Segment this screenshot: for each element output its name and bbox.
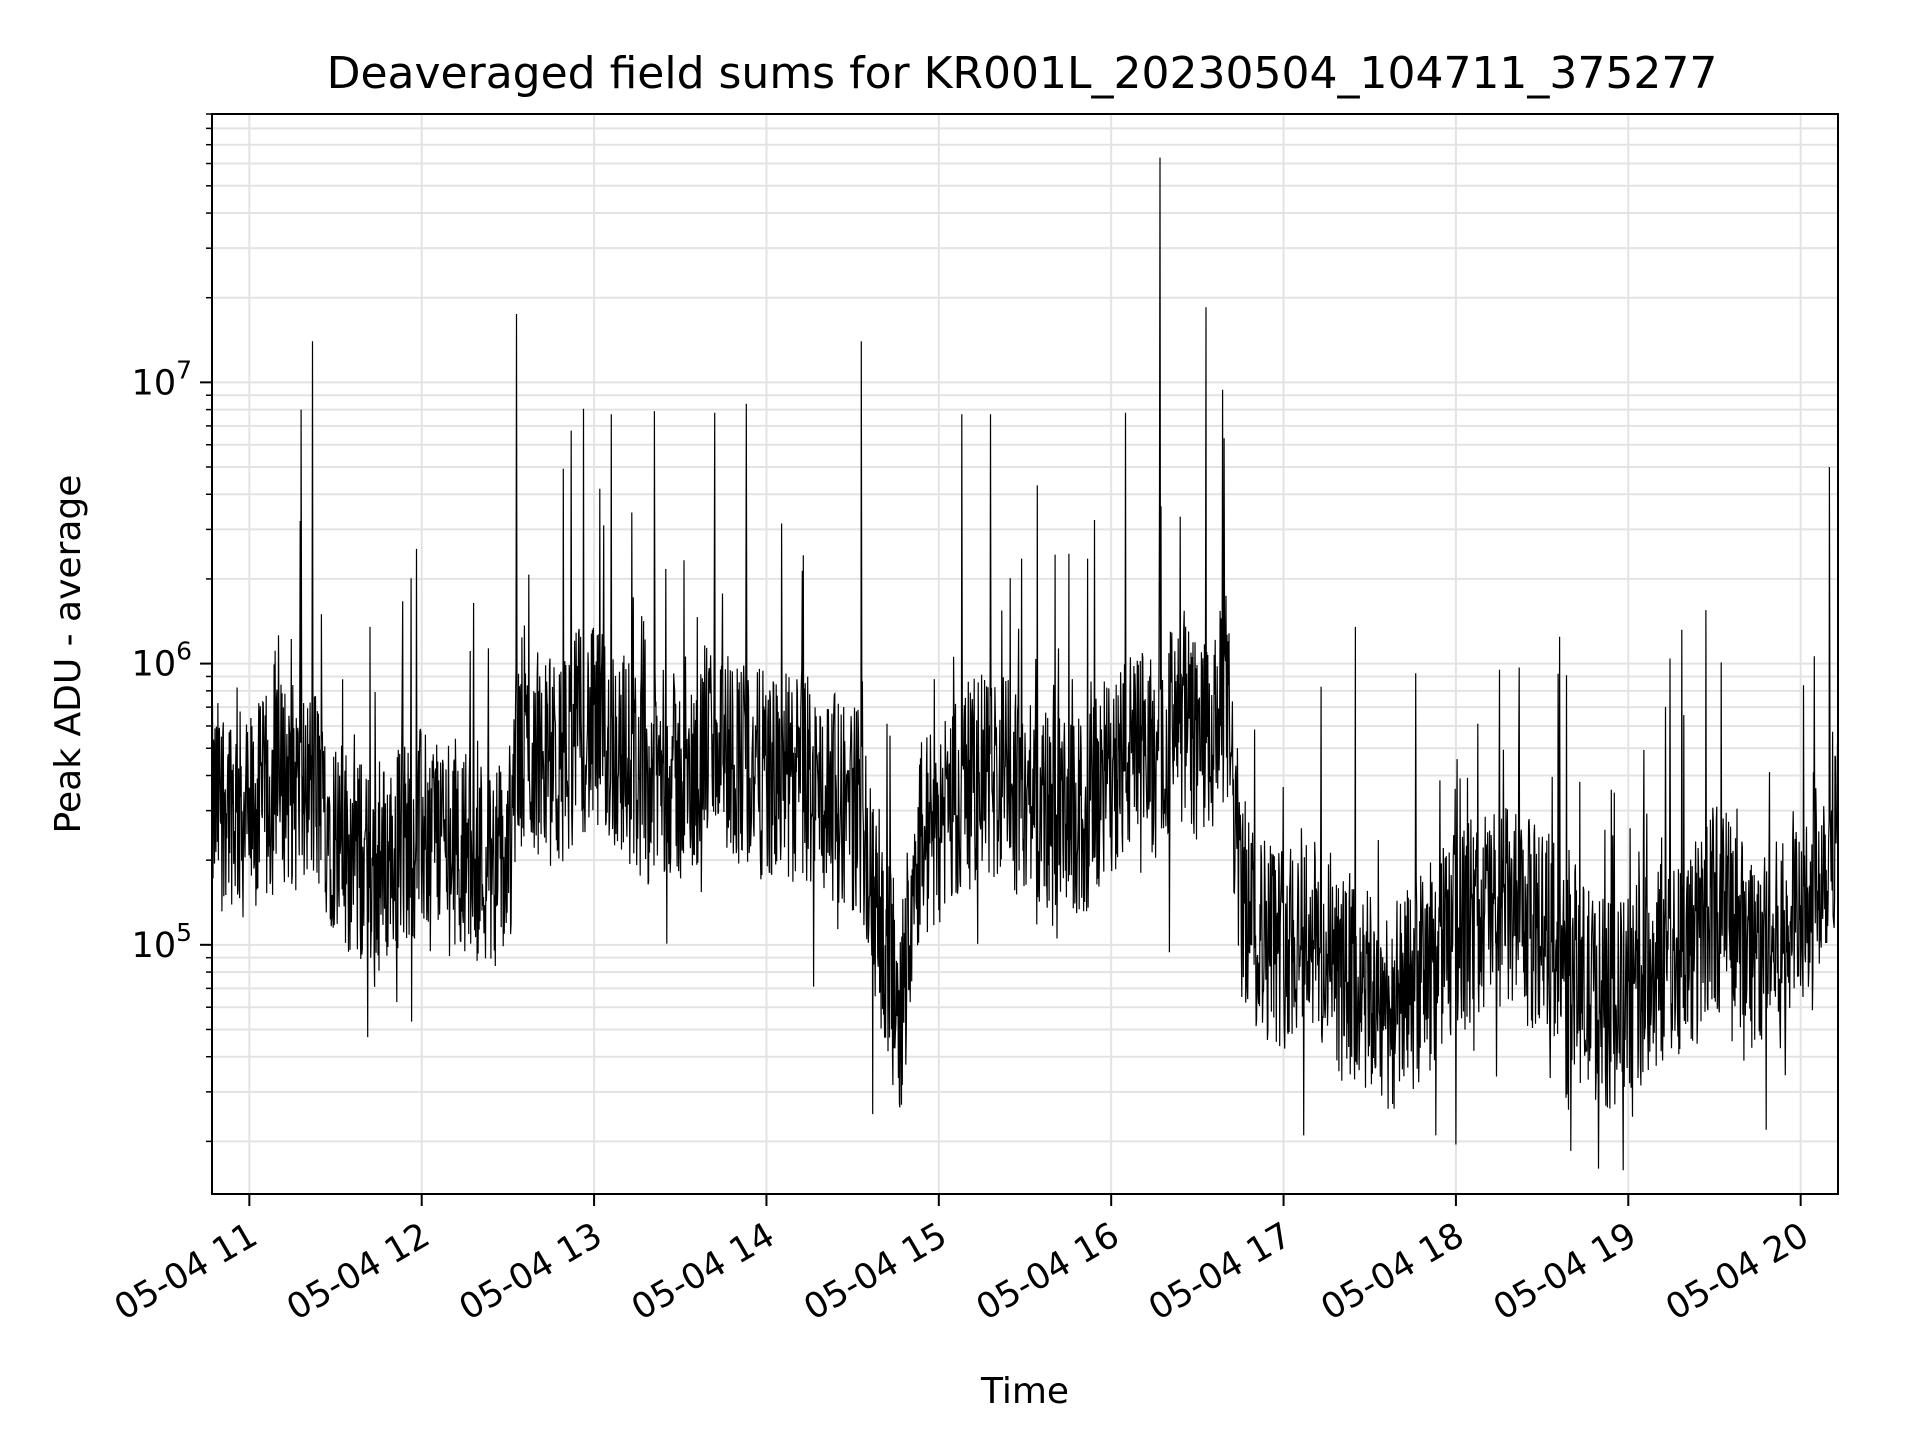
y-tick-label: 106 [132, 637, 192, 685]
grid [212, 113, 1838, 1194]
x-tick-label: 05-04 19 [1487, 1215, 1643, 1328]
x-tick-label: 05-04 16 [970, 1215, 1126, 1328]
x-tick-label: 05-04 13 [453, 1215, 609, 1328]
x-tick-label: 05-04 18 [1315, 1215, 1471, 1328]
x-tick-label: 05-04 17 [1142, 1215, 1298, 1328]
y-axis-label: Peak ADU - average [48, 475, 89, 834]
series-line [212, 157, 1838, 1171]
x-axis-label: Time [980, 1371, 1069, 1412]
x-tick-label: 05-04 15 [798, 1215, 954, 1328]
y-tick-label: 105 [132, 918, 192, 966]
x-tick-label: 05-04 20 [1659, 1215, 1815, 1328]
x-tick-label: 05-04 12 [280, 1215, 436, 1328]
chart-title: Deaveraged field sums for KR001L_2023050… [327, 48, 1718, 99]
plot-frame [211, 113, 1839, 1195]
x-tick-label: 05-04 11 [108, 1215, 264, 1328]
series-layer [212, 157, 1838, 1171]
y-tick-label: 107 [132, 355, 192, 403]
x-tick-label: 05-04 14 [625, 1215, 781, 1328]
